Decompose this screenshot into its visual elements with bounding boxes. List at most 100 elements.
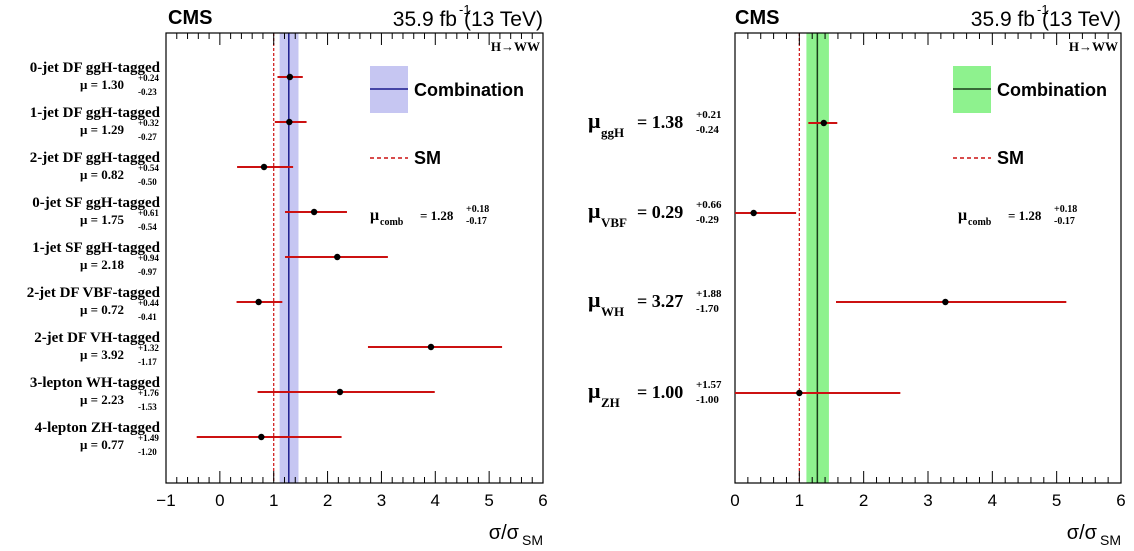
category-down: -0.41 [138,312,157,322]
x-tick-label: 3 [923,491,932,510]
category-mu: μ = 3.92 [80,347,124,362]
category-mu: μ = 2.23 [80,392,125,407]
x-axis-label-sub: SM [522,532,543,548]
data-point [286,73,294,81]
category-down: -0.50 [138,177,157,187]
category-mu: μ = 0.82 [80,167,124,182]
energy-label: (13 TeV) [1042,8,1121,31]
mu-symbol: μ [588,198,601,223]
mu-subscript: WH [601,304,624,319]
mu-value: = 1.00 [637,382,683,402]
process-label: H→WW [1069,39,1118,54]
category-down: -0.54 [138,222,157,232]
category-up: +0.24 [138,73,159,83]
energy-label: (13 TeV) [464,8,543,31]
comb-mu-sub: comb [380,217,404,228]
mu-symbol: μ [588,378,601,403]
x-tick-label: 6 [538,491,547,510]
category-label: 2-jet DF VH-tagged [34,330,160,346]
x-tick-label: −1 [156,491,175,510]
category-label: 0-jet SF ggH-tagged [32,195,160,211]
mu-symbol: μ [588,287,601,312]
mu-down: -1.70 [696,303,719,315]
comb-mu-value: = 1.28 [420,208,454,223]
x-tick-label: 6 [1116,491,1125,510]
mu-value: = 3.27 [637,291,683,311]
process-label: H→WW [491,39,540,54]
mu-up: +1.88 [696,288,722,300]
data-point [258,433,265,441]
plot-frame [734,32,1122,484]
mu-down: -1.00 [696,394,719,406]
category-down: -1.17 [138,357,157,367]
mu-value: = 1.38 [637,112,683,132]
lumi-exponent: -1 [1037,2,1049,17]
category-up: +1.49 [138,433,159,443]
category-mu: μ = 0.72 [80,302,124,317]
data-point [334,253,341,261]
legend-combination-label: Combination [414,80,524,100]
data-point [750,209,757,217]
plot-frame [165,32,544,484]
category-label: 1-jet DF ggH-tagged [30,105,161,121]
data-point [942,298,949,306]
category-label: 2-jet DF ggH-tagged [30,150,161,166]
mu-subscript: ZH [601,395,620,410]
x-tick-label: 2 [323,491,332,510]
category-label: 0-jet DF ggH-tagged [30,60,161,76]
category-label: 2-jet DF VBF-tagged [27,285,161,301]
x-tick-label: 3 [377,491,386,510]
data-point [336,388,344,396]
legend-sm-label: SM [997,148,1024,168]
legend-combination-label: Combination [997,80,1107,100]
mu-subscript: ggH [601,125,624,140]
mu-up: +0.21 [696,109,722,121]
category-label: 1-jet SF ggH-tagged [32,240,160,256]
x-tick-label: 1 [269,491,278,510]
x-axis-label-sub: SM [1100,532,1121,548]
lumi-exponent: -1 [459,2,471,17]
mu-down: -0.24 [696,124,719,136]
category-mu: μ = 1.29 [80,122,125,137]
data-point [260,163,268,171]
category-mu: μ = 1.30 [80,77,124,92]
comb-mu-up: +0.18 [1054,204,1077,215]
x-tick-label: 5 [1052,491,1061,510]
experiment-label: CMS [735,7,779,29]
category-label: 4-lepton ZH-tagged [35,420,161,436]
comb-mu-value: = 1.28 [1008,208,1042,223]
comb-mu-down: -0.17 [1054,216,1075,227]
category-mu: μ = 0.77 [80,437,125,452]
category-up: +0.94 [138,253,159,263]
comb-mu-symbol: μ [370,207,379,224]
x-tick-label: 5 [484,491,493,510]
x-axis-label: σ/σ [489,522,520,544]
comb-mu-symbol: μ [958,207,967,224]
category-down: -1.53 [138,402,157,412]
mu-symbol: μ [588,108,601,133]
mu-down: -0.29 [696,214,719,226]
mu-subscript: VBF [601,215,627,230]
luminosity-label: 35.9 fb [393,8,457,31]
comb-mu-up: +0.18 [466,204,489,215]
x-tick-label: 1 [795,491,804,510]
data-point [796,389,803,397]
data-point [310,208,318,216]
category-label: 3-lepton WH-tagged [30,375,161,391]
category-mu: μ = 1.75 [80,212,125,227]
mu-up: +0.66 [696,199,722,211]
category-up: +0.44 [138,298,159,308]
data-point [427,343,435,351]
legend-sm-label: SM [414,148,441,168]
x-tick-label: 0 [730,491,739,510]
category-up: +0.32 [138,118,159,128]
data-point [820,119,827,127]
category-down: -0.97 [138,267,157,277]
experiment-label: CMS [168,7,212,29]
category-up: +0.61 [138,208,159,218]
x-axis-label: σ/σ [1067,522,1098,544]
comb-mu-sub: comb [968,217,992,228]
